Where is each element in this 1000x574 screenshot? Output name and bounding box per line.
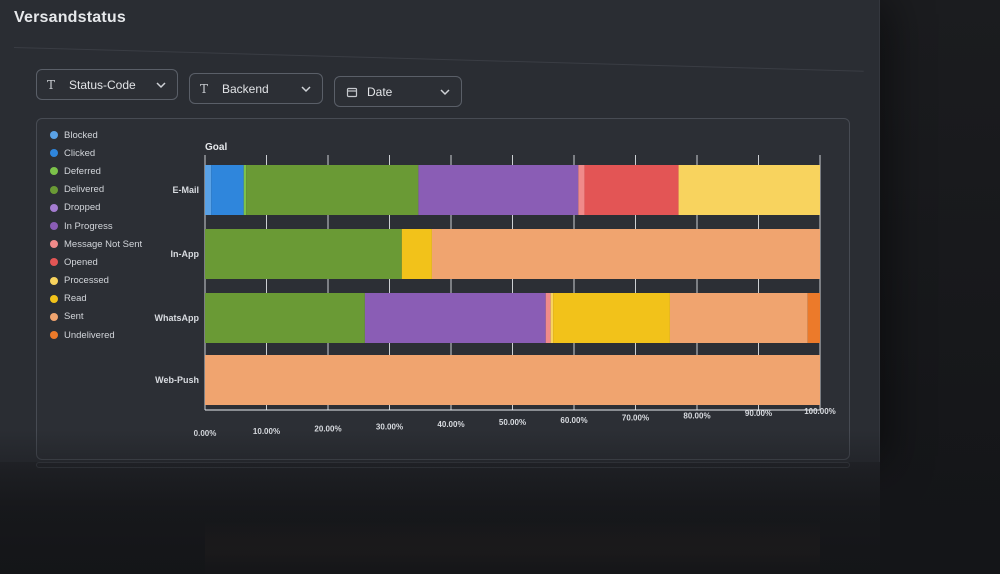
bar-segment-sent [205,355,820,405]
legend-swatch [50,240,58,249]
filter-label: Date [367,84,393,99]
legend-item[interactable]: Delivered [50,181,142,199]
backend-filter[interactable]: T Backend [189,73,323,104]
legend-item[interactable]: Processed [50,272,142,290]
legend-label: Undelivered [64,329,115,341]
legend-swatch [50,331,58,340]
reflection-edge [36,462,850,468]
legend-item[interactable]: Read [50,290,142,308]
x-tick-label: 0.00% [194,429,217,438]
date-filter[interactable]: Date [334,76,462,107]
filter-label: Backend [222,81,269,96]
status-code-filter[interactable]: T Status-Code [36,69,178,100]
x-tick-label: 60.00% [560,416,587,425]
bar-segment-read [553,293,670,343]
category-label: E-Mail [172,185,199,195]
bar-segment-processed [678,165,820,215]
x-tick-label: 80.00% [683,411,710,420]
category-label: Web-Push [155,375,199,385]
legend-label: Clicked [64,147,96,159]
x-tick-label: 20.00% [314,425,341,434]
versandstatus-panel: Versandstatus T Status-Code T Backend Da… [0,0,880,470]
bar-segment-in-progress [418,165,579,215]
chart-title: Goal [205,142,227,153]
page-title: Versandstatus [14,9,126,26]
bar-segment-undelivered [807,293,820,343]
x-tick-label: 40.00% [437,420,464,429]
legend-item[interactable]: In Progress [50,217,142,235]
legend-label: Opened [64,256,98,268]
legend-label: Processed [64,275,109,287]
legend-label: Blocked [64,129,98,141]
legend-label: Sent [64,311,84,323]
bar-segment-in-progress [364,293,546,343]
chevron-down-icon [301,85,311,92]
x-tick-label: 100.00% [804,407,836,416]
bar-segment-delivered [205,229,402,279]
x-tick-label: 30.00% [376,422,403,431]
legend-swatch [50,312,58,321]
bar-segment-message-not-sent [545,293,551,343]
text-type-icon: T [200,81,209,96]
bar-segment-clicked [211,165,244,215]
chevron-down-icon [156,81,166,88]
bar-segment-read [401,229,432,279]
chart-legend: Blocked Clicked Deferred Delivered Dropped In… [50,126,142,344]
bar-segment-deferred [243,165,247,215]
legend-swatch [50,258,58,267]
legend-swatch [50,294,58,303]
legend-label: In Progress [64,220,113,232]
bar-segment-message-not-sent [578,165,585,215]
legend-label: Delivered [64,184,105,196]
legend-swatch [50,203,58,212]
legend-label: Read [64,293,87,305]
bar-segment-blocked [205,165,212,215]
x-tick-label: 50.00% [499,418,526,427]
legend-item[interactable]: Sent [50,308,142,326]
legend-swatch [50,149,58,158]
legend-swatch [50,222,58,231]
x-tick-label: 90.00% [745,409,772,418]
bar-segment-sent [669,293,808,343]
legend-item[interactable]: Undelivered [50,326,142,344]
bar-segment-opened [584,165,679,215]
stacked-bar-chart: Goal E-Mail In-App WhatsApp Web-Push 0.00% 10.… [155,142,836,438]
category-label: WhatsApp [155,313,200,323]
calendar-icon [346,87,358,97]
legend-swatch [50,185,58,194]
legend-item[interactable]: Clicked [50,144,142,162]
x-tick-label: 70.00% [622,414,649,423]
legend-item[interactable]: Blocked [50,126,142,144]
legend-swatch [50,167,58,176]
legend-label: Dropped [64,202,101,214]
legend-item[interactable]: Deferred [50,162,142,180]
legend-swatch [50,131,58,140]
bar-segment-delivered [246,165,419,215]
legend-label: Message Not Sent [64,238,143,250]
x-tick-label: 10.00% [253,427,280,436]
reflection-glow [205,522,820,574]
legend-label: Deferred [64,165,101,177]
bar-segment-delivered [205,293,365,343]
bar-segment-processed [550,293,554,343]
bar-segment-sent [431,229,820,279]
panel-reflection [0,462,880,574]
filter-label: Status-Code [69,77,136,92]
legend-item[interactable]: Dropped [50,199,142,217]
legend-swatch [50,276,58,285]
text-type-icon: T [47,77,56,92]
legend-item[interactable]: Message Not Sent [50,235,142,253]
category-label: In-App [171,249,200,259]
legend-item[interactable]: Opened [50,253,142,271]
chevron-down-icon [440,88,450,95]
